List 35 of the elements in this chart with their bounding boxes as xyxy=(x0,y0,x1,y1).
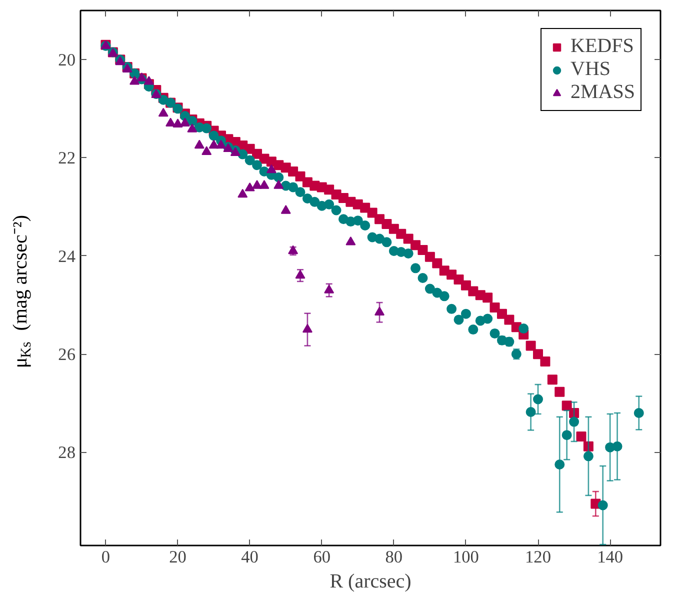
point xyxy=(202,146,212,155)
legend-label: VHS xyxy=(570,58,611,81)
x-tick-label: 40 xyxy=(241,548,258,566)
point xyxy=(158,108,168,117)
point xyxy=(346,236,356,246)
y-tick-label: 26 xyxy=(58,345,76,364)
point xyxy=(324,284,334,294)
x-tick-label: 0 xyxy=(101,548,110,566)
point xyxy=(238,188,248,198)
point xyxy=(374,306,385,316)
point xyxy=(252,180,262,189)
y-tick-label: 28 xyxy=(58,443,76,462)
y-tick-label: 20 xyxy=(58,50,76,70)
point xyxy=(295,270,306,279)
point xyxy=(208,140,219,149)
point xyxy=(244,182,255,192)
x-axis-title: R (arcsec) xyxy=(330,570,412,592)
x-tick-label: 140 xyxy=(597,548,624,566)
point xyxy=(166,118,176,126)
point xyxy=(259,180,270,189)
legend-label: 2MASS xyxy=(570,81,635,104)
point xyxy=(194,140,204,149)
point xyxy=(280,205,291,214)
x-tick-label: 120 xyxy=(525,548,552,566)
y-tick-label: 24 xyxy=(58,246,76,266)
legend-label: KEDFS xyxy=(570,35,634,58)
x-tick-label: 80 xyxy=(385,548,403,566)
x-tick-label: 20 xyxy=(169,548,186,566)
point xyxy=(302,324,312,333)
x-tick-label: 100 xyxy=(452,548,479,566)
y-tick-label: 22 xyxy=(58,148,76,168)
point xyxy=(172,118,183,128)
point xyxy=(216,140,226,149)
x-tick-label: 60 xyxy=(313,548,331,566)
y-axis-title: μKs (mag arcsec⁻²) xyxy=(10,214,34,368)
